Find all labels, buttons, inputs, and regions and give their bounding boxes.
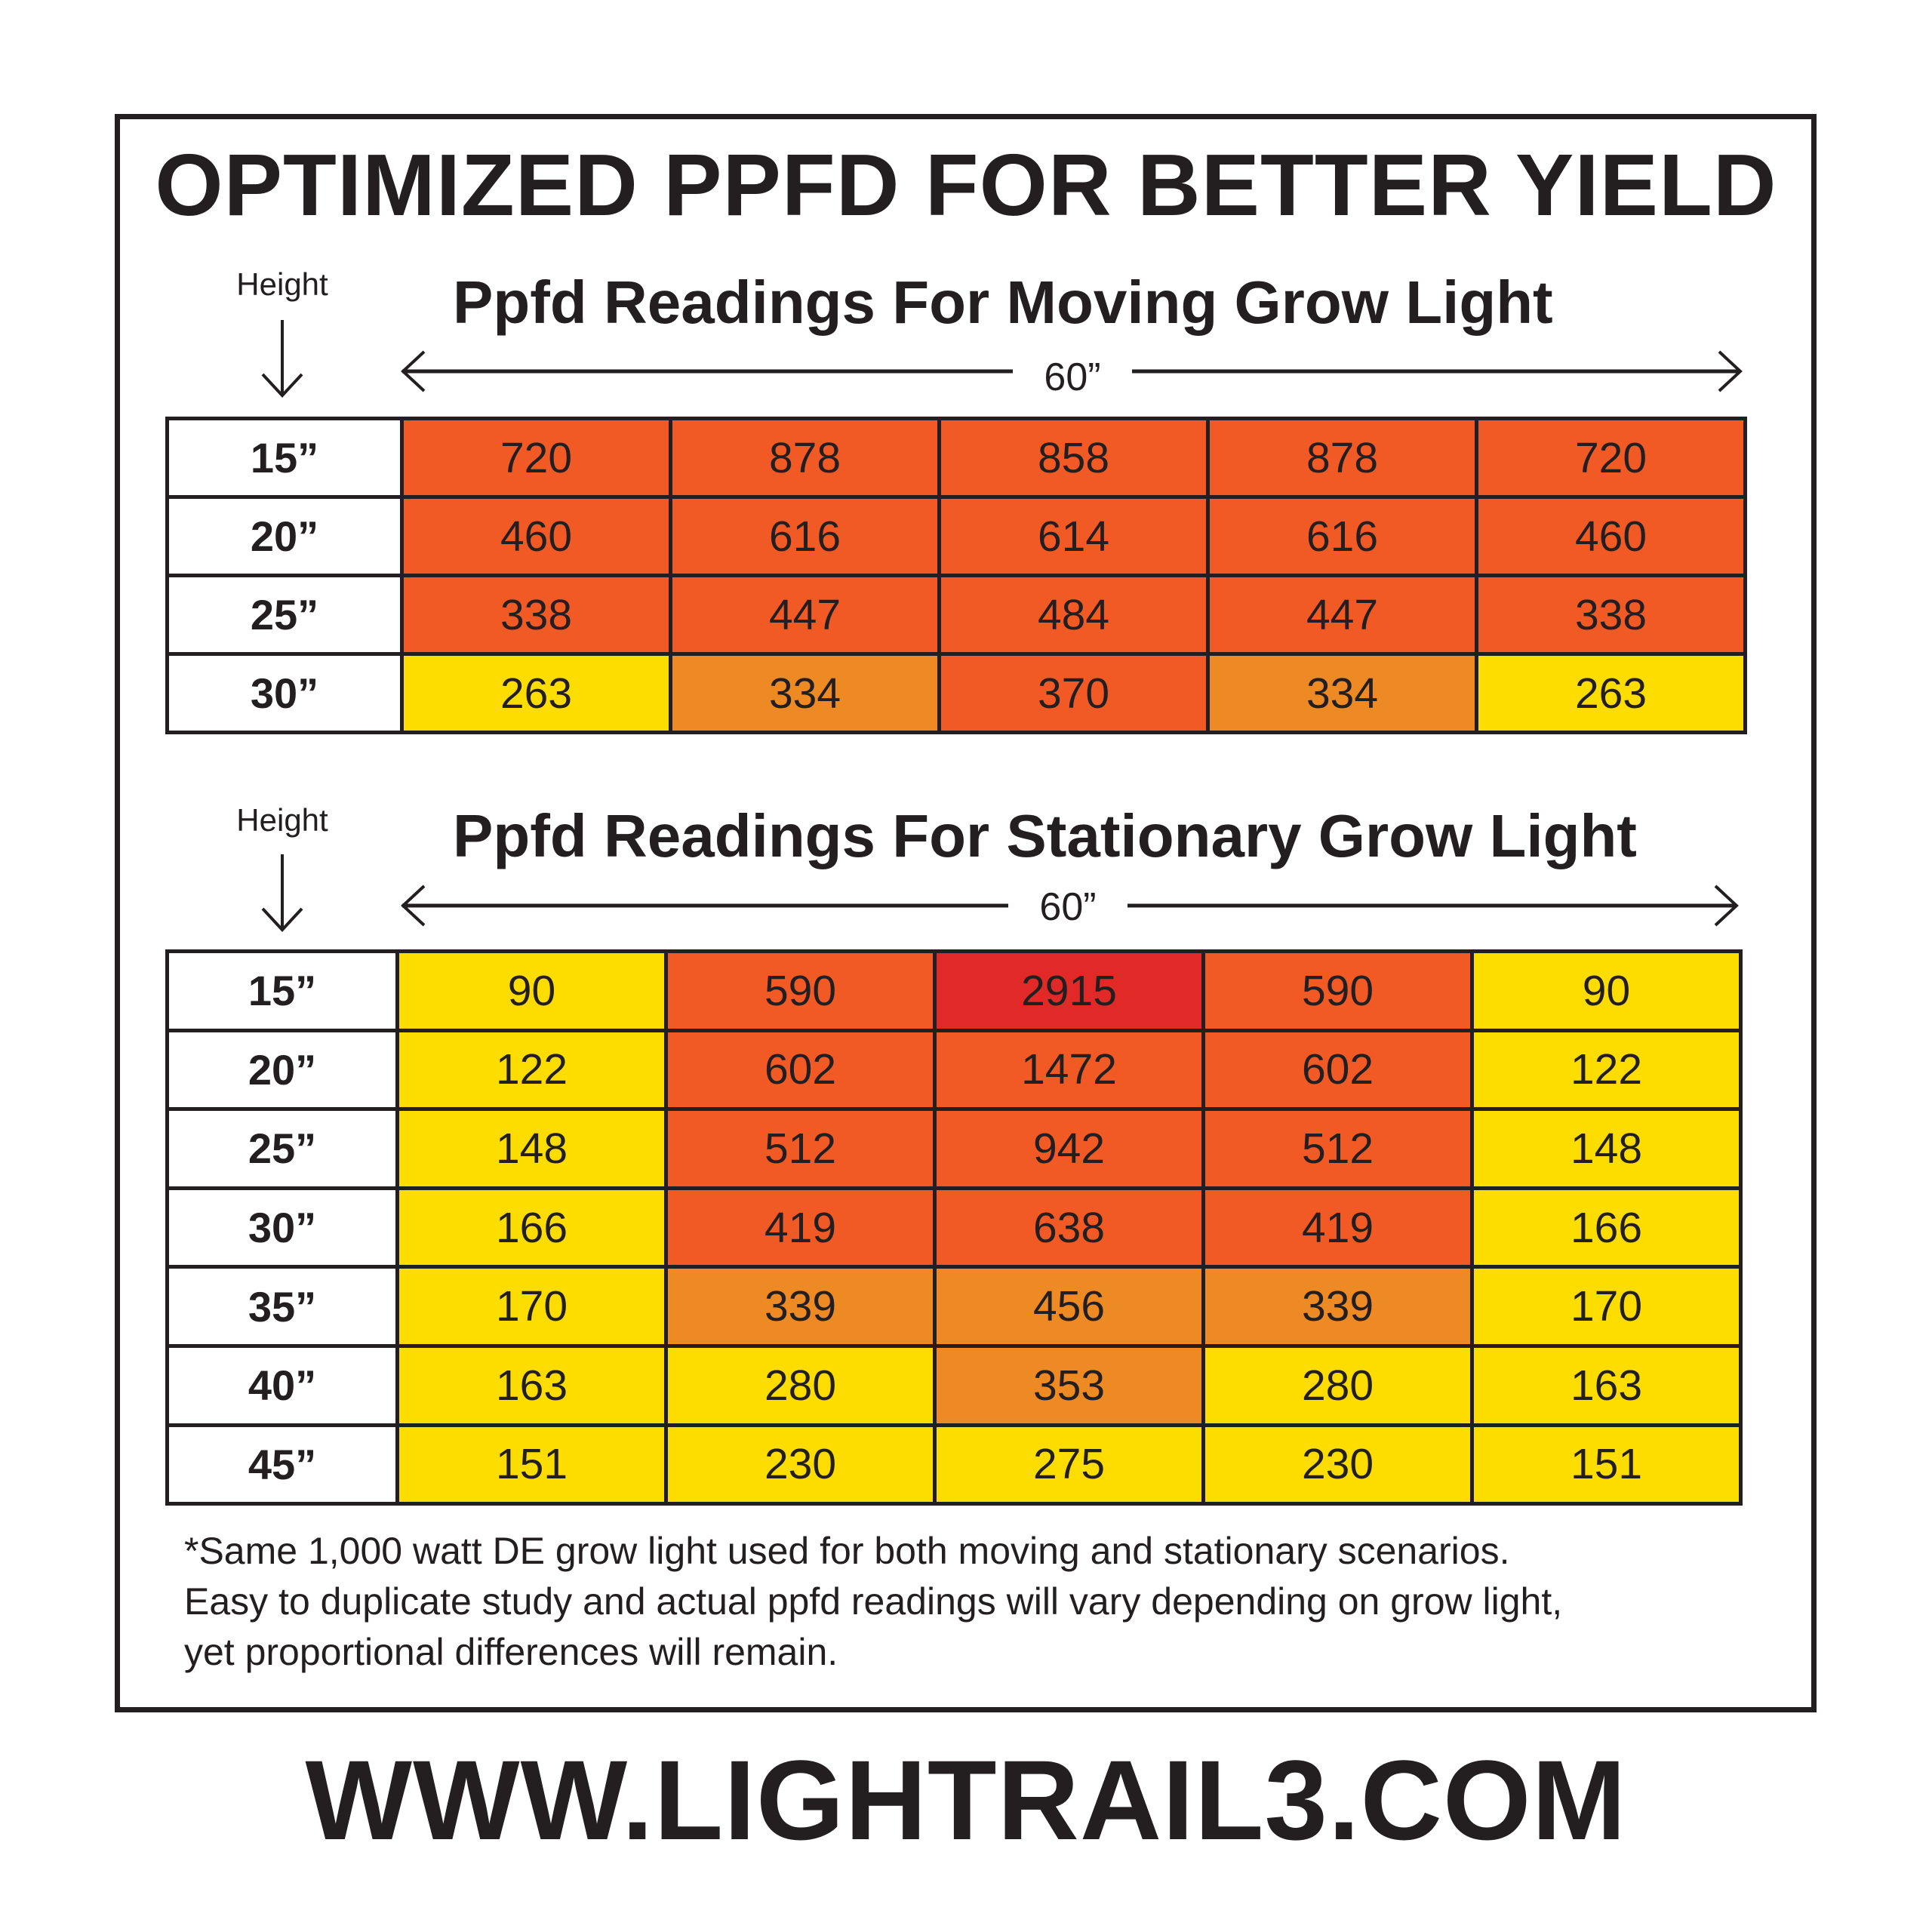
ppfd-cell: 638 <box>933 1186 1205 1269</box>
ppfd-cell: 148 <box>1470 1107 1743 1190</box>
ppfd-cell: 353 <box>933 1343 1205 1427</box>
table-row: 20” 122 602 1472 602 122 <box>165 1028 1743 1112</box>
ppfd-cell: 2915 <box>933 949 1205 1032</box>
ppfd-cell: 460 <box>1475 495 1747 577</box>
ppfd-cell: 151 <box>395 1423 668 1506</box>
ppfd-cell: 170 <box>1470 1265 1743 1348</box>
row-height-label: 20” <box>165 1028 399 1112</box>
table-row: 15” 90 590 2915 590 90 <box>165 949 1743 1032</box>
ppfd-cell: 720 <box>400 417 672 499</box>
ppfd-cell: 858 <box>937 417 1210 499</box>
ppfd-cell: 460 <box>400 495 672 577</box>
ppfd-cell: 263 <box>400 652 672 734</box>
content-frame <box>115 114 1817 1712</box>
footnote-line-2: Easy to duplicate study and actual ppfd … <box>184 1580 1563 1623</box>
ppfd-cell: 166 <box>1470 1186 1743 1269</box>
ppfd-cell: 90 <box>395 949 668 1032</box>
ppfd-cell: 878 <box>669 417 941 499</box>
width-label-moving: 60” <box>1013 355 1132 400</box>
row-height-label: 15” <box>165 417 404 499</box>
page-title: OPTIMIZED PPFD FOR BETTER YIELD <box>155 136 1777 234</box>
ppfd-cell: 122 <box>395 1028 668 1112</box>
ppfd-cell: 590 <box>664 949 937 1032</box>
ppfd-cell: 339 <box>664 1265 937 1348</box>
ppfd-cell: 942 <box>933 1107 1205 1190</box>
ppfd-cell: 334 <box>669 652 941 734</box>
moving-ppfd-table: 15” 720 878 858 878 720 20” 460 616 614 616 460 25” 3… <box>165 417 1747 734</box>
ppfd-cell: 878 <box>1206 417 1478 499</box>
ppfd-cell: 614 <box>937 495 1210 577</box>
footnote: *Same 1,000 watt DE grow light used for … <box>184 1526 1562 1678</box>
down-arrow-icon <box>261 320 303 398</box>
ppfd-cell: 590 <box>1201 949 1474 1032</box>
ppfd-cell: 122 <box>1470 1028 1743 1112</box>
table-row: 45” 151 230 275 230 151 <box>165 1423 1743 1506</box>
ppfd-cell: 280 <box>1201 1343 1474 1427</box>
ppfd-cell: 230 <box>1201 1423 1474 1506</box>
table-row: 35” 170 339 456 339 170 <box>165 1265 1743 1348</box>
ppfd-cell: 338 <box>400 574 672 656</box>
ppfd-cell: 370 <box>937 652 1210 734</box>
footnote-line-3: yet proportional differences will remain… <box>184 1631 838 1673</box>
ppfd-cell: 163 <box>1470 1343 1743 1427</box>
row-height-label: 30” <box>165 1186 399 1269</box>
height-label-stationary: Height <box>236 802 328 838</box>
ppfd-cell: 419 <box>1201 1186 1474 1269</box>
table-row: 40” 163 280 353 280 163 <box>165 1343 1743 1427</box>
row-height-label: 30” <box>165 652 404 734</box>
ppfd-cell: 512 <box>664 1107 937 1190</box>
down-arrow-icon <box>261 854 303 932</box>
ppfd-cell: 602 <box>1201 1028 1474 1112</box>
table-row: 25” 148 512 942 512 148 <box>165 1107 1743 1190</box>
ppfd-cell: 1472 <box>933 1028 1205 1112</box>
website-url[interactable]: WWW.LIGHTRAIL3.COM <box>305 1737 1627 1863</box>
ppfd-cell: 151 <box>1470 1423 1743 1506</box>
table-row: 20” 460 616 614 616 460 <box>165 495 1747 577</box>
row-height-label: 20” <box>165 495 404 577</box>
ppfd-cell: 616 <box>669 495 941 577</box>
row-height-label: 15” <box>165 949 399 1032</box>
ppfd-cell: 512 <box>1201 1107 1474 1190</box>
table-row: 15” 720 878 858 878 720 <box>165 417 1747 499</box>
ppfd-cell: 275 <box>933 1423 1205 1506</box>
ppfd-cell: 163 <box>395 1343 668 1427</box>
table-row: 30” 263 334 370 334 263 <box>165 652 1747 734</box>
ppfd-cell: 90 <box>1470 949 1743 1032</box>
ppfd-cell: 447 <box>1206 574 1478 656</box>
ppfd-cell: 230 <box>664 1423 937 1506</box>
row-height-label: 25” <box>165 574 404 656</box>
ppfd-cell: 616 <box>1206 495 1478 577</box>
ppfd-cell: 720 <box>1475 417 1747 499</box>
footnote-line-1: *Same 1,000 watt DE grow light used for … <box>184 1530 1510 1572</box>
ppfd-cell: 602 <box>664 1028 937 1112</box>
ppfd-cell: 170 <box>395 1265 668 1348</box>
table-row: 30” 166 419 638 419 166 <box>165 1186 1743 1269</box>
ppfd-cell: 339 <box>1201 1265 1474 1348</box>
row-height-label: 45” <box>165 1423 399 1506</box>
ppfd-cell: 334 <box>1206 652 1478 734</box>
row-height-label: 40” <box>165 1343 399 1427</box>
table-row: 25” 338 447 484 447 338 <box>165 574 1747 656</box>
ppfd-cell: 166 <box>395 1186 668 1269</box>
ppfd-cell: 447 <box>669 574 941 656</box>
moving-subtitle: Ppfd Readings For Moving Grow Light <box>453 269 1553 336</box>
stationary-subtitle: Ppfd Readings For Stationary Grow Light <box>453 802 1637 869</box>
ppfd-cell: 148 <box>395 1107 668 1190</box>
width-label-stationary: 60” <box>1008 884 1128 930</box>
row-height-label: 25” <box>165 1107 399 1190</box>
stationary-ppfd-table: 15” 90 590 2915 590 90 20” 122 602 1472 602 122 25” 1… <box>165 949 1743 1506</box>
ppfd-cell: 484 <box>937 574 1210 656</box>
ppfd-cell: 263 <box>1475 652 1747 734</box>
ppfd-cell: 280 <box>664 1343 937 1427</box>
ppfd-cell: 419 <box>664 1186 937 1269</box>
row-height-label: 35” <box>165 1265 399 1348</box>
ppfd-cell: 338 <box>1475 574 1747 656</box>
height-label-moving: Height <box>236 266 328 302</box>
ppfd-cell: 456 <box>933 1265 1205 1348</box>
